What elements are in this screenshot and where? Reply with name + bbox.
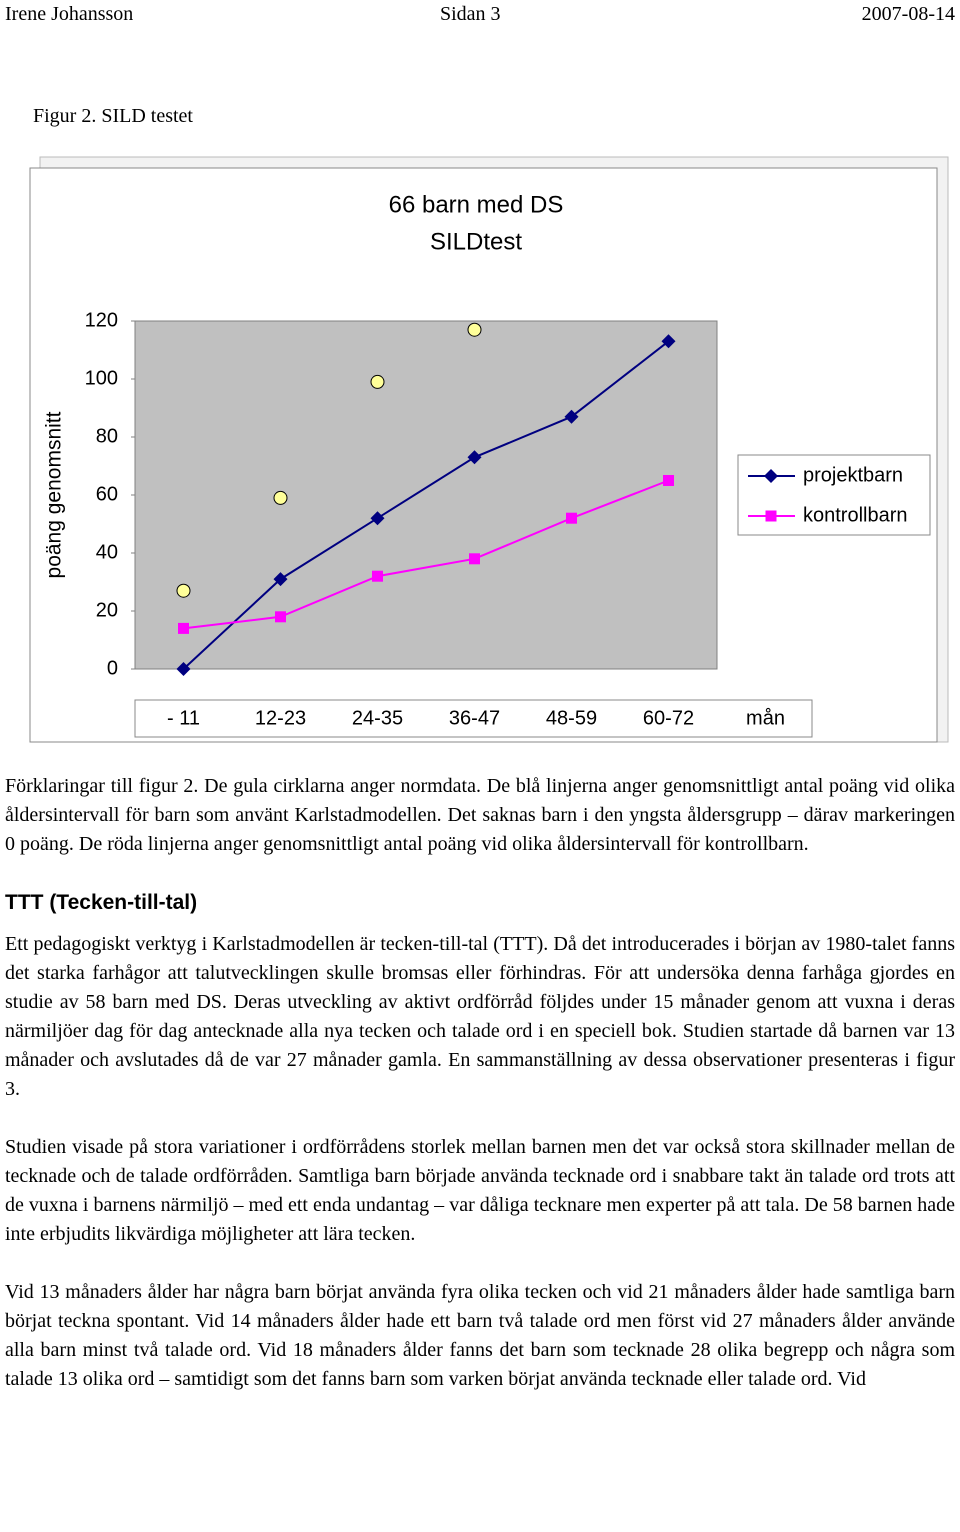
legend-label: projektbarn [803, 464, 903, 486]
x-tick-label: 48-59 [546, 707, 597, 729]
x-axis-label: mån [746, 707, 785, 729]
circle-marker [370, 374, 385, 389]
y-tick-label: 100 [85, 367, 118, 389]
y-tick-label: 40 [96, 541, 118, 563]
x-tick-label: 60-72 [643, 707, 694, 729]
diamond-marker [176, 662, 191, 676]
circle-marker [273, 490, 288, 505]
y-tick-label: 20 [96, 599, 118, 621]
paragraph: Studien visade på stora variationer i or… [5, 1136, 955, 1245]
series-line [182, 340, 670, 670]
x-tick-label: - 11 [167, 707, 200, 729]
paragraph: Ett pedagogiskt verktyg i Karlstadmodell… [5, 933, 955, 1100]
square-marker [275, 611, 286, 623]
header-author: Irene Johansson [5, 3, 134, 25]
legend-label: kontrollbarn [803, 504, 908, 526]
y-tick-label: 120 [85, 309, 118, 331]
diamond-marker [564, 409, 579, 424]
diamond-marker [661, 334, 676, 349]
y-tick-label: 0 [107, 657, 118, 679]
circle-marker [176, 583, 191, 598]
x-tick-label: 12-23 [255, 707, 306, 729]
paragraph: Förklaringar till figur 2. De gula cirkl… [5, 775, 955, 855]
diamond-marker [370, 511, 385, 526]
header-date: 2007-08-14 [861, 3, 955, 25]
y-tick-label: 60 [96, 483, 118, 505]
square-marker [178, 622, 189, 634]
chart-title: SILDtest [430, 228, 522, 255]
chart-title: 66 barn med DS [389, 191, 564, 218]
series-line [183, 479, 669, 630]
square-marker [566, 512, 577, 524]
y-axis-label: poäng genomsnitt [43, 411, 66, 578]
legend-marker [764, 469, 778, 483]
diamond-marker [467, 450, 482, 465]
legend-box [737, 454, 931, 536]
square-marker [469, 553, 480, 565]
x-axis-box [134, 699, 813, 738]
x-tick-label: 24-35 [352, 707, 403, 729]
header-page: Sidan 3 [440, 3, 501, 25]
section-heading: TTT (Tecken-till-tal) [5, 891, 198, 914]
body-text: Förklaringar till figur 2. De gula cirkl… [5, 772, 955, 1423]
y-tick-label: 80 [96, 425, 118, 447]
square-marker [663, 475, 674, 486]
diamond-marker [273, 572, 288, 587]
legend-marker [765, 510, 777, 522]
x-tick-label: 36-47 [449, 707, 500, 729]
figure-caption: Figur 2. SILD testet [33, 105, 193, 127]
circle-marker [467, 322, 482, 337]
paragraph: Vid 13 månaders ålder har några barn bör… [5, 1281, 955, 1390]
square-marker [372, 570, 383, 582]
chart: 66 barn med DS SILDtest poäng genomsnitt 0 2… [29, 156, 949, 743]
